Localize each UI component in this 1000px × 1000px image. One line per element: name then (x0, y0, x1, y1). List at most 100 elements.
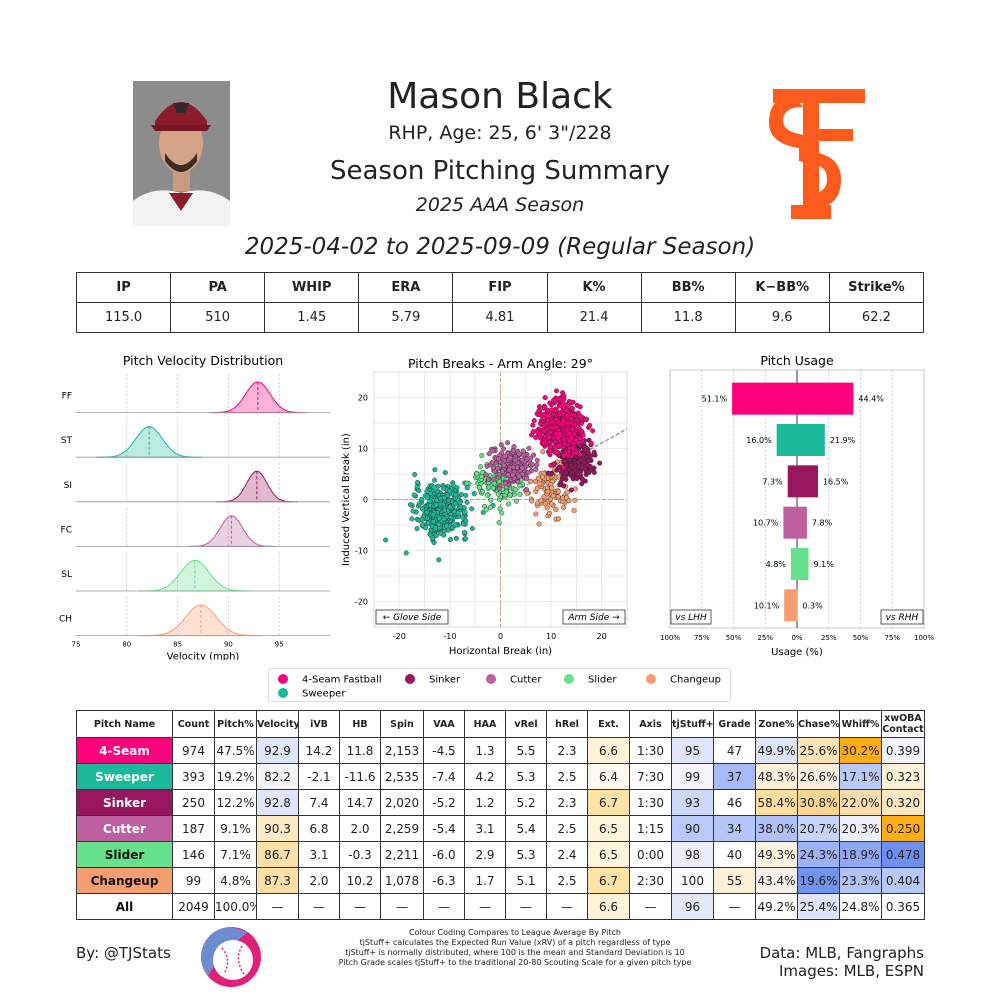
velocity-row-label: CH (59, 615, 72, 625)
pitch-value-cell: 2.3 (546, 789, 588, 816)
break-point (536, 521, 542, 527)
legend-label: Slider (588, 675, 617, 686)
break-point (464, 480, 470, 486)
break-point (556, 442, 562, 448)
pitch-value-cell: 99 (172, 867, 215, 894)
break-point (461, 529, 467, 535)
break-point (436, 557, 442, 563)
stats-value-cell: 21.4 (546, 302, 642, 333)
pitch-value-cell: 0.320 (881, 789, 925, 816)
break-point (447, 504, 453, 510)
pitch-value-cell: — (629, 893, 672, 920)
break-point (412, 471, 418, 477)
break-point (434, 488, 440, 494)
stats-value-cell: 5.79 (358, 302, 454, 333)
usage-x-label: Usage (%) (771, 647, 823, 658)
stats-value-cell: 9.6 (734, 302, 830, 333)
break-point (441, 507, 447, 513)
break-point (479, 452, 485, 458)
pitch-value-cell: -6.3 (423, 867, 465, 894)
pitch-value-cell: -5.2 (423, 789, 465, 816)
break-point (535, 500, 541, 506)
break-point (582, 447, 588, 453)
velocity-tick-label: 85 (173, 641, 182, 649)
footer-note: Pitch Grade scales tjStuff+ to the tradi… (338, 958, 692, 967)
break-point (531, 452, 537, 458)
break-point (545, 489, 551, 495)
break-point (419, 517, 425, 523)
pitch-value-cell: 5.3 (505, 841, 547, 868)
break-point (576, 425, 582, 431)
break-point (555, 449, 561, 455)
break-point (588, 440, 594, 446)
pitch-value-cell: 2.5 (546, 763, 588, 790)
usage-tick-label: 50% (726, 634, 742, 642)
break-y-tick: -20 (355, 598, 368, 607)
break-point (528, 478, 534, 484)
legend-marker (646, 674, 656, 684)
pitch-name-cell: Sinker (76, 789, 173, 816)
break-x-tick: 20 (597, 632, 607, 641)
break-point (469, 506, 475, 512)
break-point (568, 435, 574, 441)
break-point (458, 491, 464, 497)
break-chart-title: Pitch Breaks - Arm Angle: 29° (408, 356, 593, 371)
team-logo-icon (769, 89, 865, 219)
player-name: Mason Black (387, 76, 613, 117)
stats-header-cell: BB% (640, 272, 736, 303)
break-point (547, 430, 553, 436)
break-point (545, 417, 551, 423)
velocity-x-label: Velocity (mph) (167, 652, 240, 660)
break-point (520, 448, 526, 454)
stats-value-row: 115.0 510 1.45 5.79 4.81 21.4 11.8 9.6 62.2 (75, 302, 925, 333)
break-point (575, 459, 581, 465)
header-text: Grade (718, 718, 751, 730)
pitch-value-cell: 6.6 (587, 737, 630, 764)
pitch-name-cell: Slider (76, 841, 173, 868)
break-point (435, 483, 441, 489)
pitch-value-cell: 187 (172, 815, 215, 842)
usage-label-rhh: 44.4% (858, 395, 884, 404)
pitch-table-header-cell: tjStuff+ (671, 710, 714, 738)
footer-notes: Colour Coding Compares to League Average… (300, 928, 730, 968)
break-point (540, 449, 546, 455)
break-point (546, 435, 552, 441)
break-point (407, 502, 413, 508)
break-point (414, 526, 420, 532)
break-point (505, 472, 511, 478)
pitch-value-cell: 7:30 (629, 763, 672, 790)
pitch-value-cell: -7.4 (423, 763, 465, 790)
break-point (483, 472, 489, 478)
pitch-value-cell: 82.2 (256, 763, 299, 790)
pitch-table-header-cell: Pitch Name (76, 710, 173, 738)
pitch-value-cell: 18.9% (839, 841, 882, 868)
pitch-value-cell: — (423, 893, 465, 920)
pitch-value-cell: 2,535 (380, 763, 424, 790)
break-point (483, 507, 489, 513)
pitch-value-cell: 10.2 (339, 867, 381, 894)
pitch-value-cell: 98 (671, 841, 714, 868)
break-point (545, 470, 551, 476)
pitch-value-cell: 5.1 (505, 867, 547, 894)
velocity-row-label: SI (64, 481, 72, 491)
pitch-value-cell: 0:00 (629, 841, 672, 868)
break-point (540, 440, 546, 446)
break-point (584, 416, 590, 422)
pitch-value-cell: 2.3 (546, 737, 588, 764)
pitch-value-cell: 55 (713, 867, 756, 894)
source-credits: Data: MLB, Fangraphs Images: MLB, ESPN (700, 944, 924, 980)
usage-tick-label: 75% (694, 634, 710, 642)
velocity-distribution-chart: Pitch Velocity Distribution FF ST SI FC SL CH 7… (59, 353, 330, 660)
break-point (471, 491, 477, 497)
break-point (531, 418, 537, 424)
pitch-value-cell: 146 (172, 841, 215, 868)
break-point (491, 468, 497, 474)
pitch-value-cell: 5.2 (505, 789, 547, 816)
header-text: iVB (310, 718, 328, 730)
stats-header-cell: IP (75, 272, 172, 303)
player-headshot (133, 81, 230, 226)
break-point (427, 498, 433, 504)
legend-label: 4-Seam Fastball (302, 675, 382, 686)
pitch-value-cell: 6.5 (587, 841, 630, 868)
stats-header-cell: ERA (358, 272, 454, 303)
